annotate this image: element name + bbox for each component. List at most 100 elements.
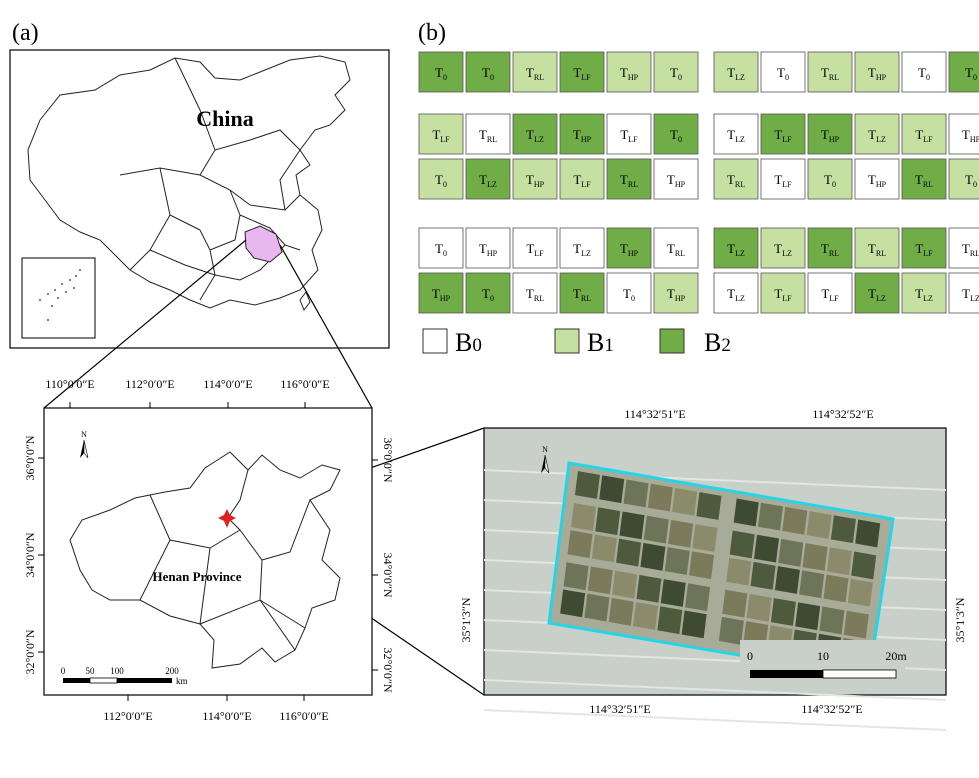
- treatment-letter: T: [824, 172, 832, 187]
- treatment-code: 0: [832, 180, 836, 189]
- treatment-letter: T: [727, 241, 735, 256]
- lon-label: 116°0′0″E: [280, 377, 329, 391]
- treatment-code: RL: [923, 180, 933, 189]
- page: (a) (b) China Henan Province N 110: [0, 0, 979, 778]
- treatment-code: LZ: [735, 249, 745, 258]
- treatment-letter: T: [868, 172, 876, 187]
- legend-label: B0: [455, 328, 482, 357]
- panel-label: (a): [12, 20, 39, 46]
- treatment-code: HP: [876, 180, 887, 189]
- treatment-letter: T: [435, 241, 443, 256]
- north-label: N: [81, 430, 87, 439]
- field-plot: [771, 598, 796, 626]
- lat-label: 34°0′0″N: [23, 532, 37, 577]
- lon-label: 110°0′0″E: [45, 377, 94, 391]
- field-plot: [819, 607, 844, 635]
- treatment-letter: T: [727, 286, 735, 301]
- plot-cell: [654, 228, 698, 268]
- plot-cell: [855, 114, 899, 154]
- treatment-letter: T: [573, 172, 581, 187]
- plot-cell: [607, 159, 651, 199]
- lat-label: 36°0′0″N: [381, 437, 395, 482]
- treatment-code: LZ: [923, 294, 933, 303]
- plot-cell: [949, 52, 979, 92]
- field-plot: [823, 575, 848, 603]
- treatment-code: LF: [782, 135, 792, 144]
- treatment-code: LZ: [735, 294, 745, 303]
- treatment-code: HP: [628, 73, 639, 82]
- treatment-code: 0: [973, 180, 977, 189]
- treatment-code: RL: [876, 249, 886, 258]
- field-plot: [758, 503, 783, 531]
- field-plot: [564, 562, 589, 590]
- treatment-letter: T: [915, 127, 923, 142]
- treatment-letter: T: [868, 127, 876, 142]
- plot-cell: [855, 52, 899, 92]
- field-plot: [851, 552, 876, 580]
- plot-cell: [607, 114, 651, 154]
- treatment-code: LF: [782, 294, 792, 303]
- treatment-code: RL: [829, 249, 839, 258]
- treatment-letter: T: [526, 172, 534, 187]
- plot-cell: [761, 114, 805, 154]
- treatment-letter: T: [777, 65, 785, 80]
- field-plot: [644, 516, 669, 544]
- field-plot: [730, 531, 755, 559]
- treatment-code: HP: [487, 249, 498, 258]
- plot-cell: [714, 52, 758, 92]
- treatment-code: 0: [631, 294, 635, 303]
- lon-label: 114°32′52″E: [812, 407, 873, 421]
- treatment-letter: T: [821, 127, 829, 142]
- legend-swatch: [660, 329, 684, 353]
- treatment-letter: T: [573, 241, 581, 256]
- field-plot: [722, 590, 747, 618]
- treatment-letter: T: [667, 241, 675, 256]
- treatment-code: 0: [443, 249, 447, 258]
- plot-cell: [654, 159, 698, 199]
- plot-cell: [808, 114, 852, 154]
- treatment-code: LZ: [487, 180, 497, 189]
- treatment-code: 0: [490, 73, 494, 82]
- plot-cell: [419, 114, 463, 154]
- treatment-code: HP: [581, 135, 592, 144]
- treatment-letter: T: [774, 286, 782, 301]
- treatment-code: 0: [973, 73, 977, 82]
- treatment-letter: T: [821, 286, 829, 301]
- field-plot: [775, 566, 800, 594]
- treatment-letter: T: [623, 286, 631, 301]
- plot-cell: [808, 273, 852, 313]
- treatment-code: RL: [534, 294, 544, 303]
- treatment-code: LF: [534, 249, 544, 258]
- legend-label: B2: [704, 328, 731, 357]
- field-plot: [568, 530, 593, 558]
- treatment-code: LZ: [735, 135, 745, 144]
- treatment-code: LF: [440, 135, 450, 144]
- plot-cell: [560, 114, 604, 154]
- plot-cell: [513, 159, 557, 199]
- scale-bar: [63, 678, 172, 683]
- plot-cell: [902, 159, 946, 199]
- treatment-code: HP: [675, 294, 686, 303]
- treatment-code: LF: [628, 135, 638, 144]
- treatment-code: LF: [782, 180, 792, 189]
- treatment-code: LF: [923, 135, 933, 144]
- field-plot: [612, 571, 637, 599]
- legend-index: 2: [721, 335, 731, 356]
- plot-cell: [902, 228, 946, 268]
- treatment-code: RL: [829, 73, 839, 82]
- field-plot: [844, 611, 869, 639]
- plot-cell: [654, 273, 698, 313]
- field-plot: [848, 579, 873, 607]
- legend-letter: B: [704, 328, 721, 357]
- treatment-letter: T: [526, 127, 534, 142]
- treatment-code: HP: [829, 135, 840, 144]
- lon-label: 116°0′0″E: [279, 709, 328, 723]
- treatment-code: 0: [443, 73, 447, 82]
- treatment-code: 0: [785, 73, 789, 82]
- plot-cell: [607, 228, 651, 268]
- plot-cell: [714, 228, 758, 268]
- treatment-code: HP: [628, 249, 639, 258]
- scale-label: 20m: [885, 649, 907, 663]
- country-label: China: [196, 106, 253, 131]
- treatment-code: LF: [581, 73, 591, 82]
